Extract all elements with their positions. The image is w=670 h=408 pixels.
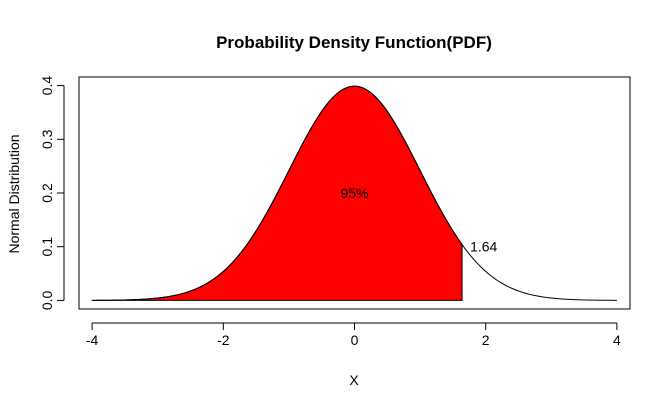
annotation-percent: 95%	[340, 185, 368, 201]
plot-frame	[78, 76, 631, 310]
y-tick-label: 0.0	[39, 290, 55, 310]
x-tick-label: -2	[217, 332, 230, 348]
y-tick-label: 0.4	[39, 76, 55, 96]
x-tick-label: 2	[482, 332, 490, 348]
x-tick-label: 0	[351, 332, 359, 348]
x-tick-label: 4	[613, 332, 621, 348]
y-axis-label: Normal Distribution	[6, 134, 22, 253]
y-tick-label: 0.3	[39, 129, 55, 149]
annotation-cutoff: 1.64	[470, 239, 497, 255]
y-tick-label: 0.1	[39, 237, 55, 257]
x-axis-label: X	[349, 372, 359, 388]
chart-title: Probability Density Function(PDF)	[216, 33, 492, 52]
x-tick-label: -4	[86, 332, 99, 348]
density-curve	[92, 85, 617, 301]
y-tick-label: 0.2	[39, 183, 55, 203]
